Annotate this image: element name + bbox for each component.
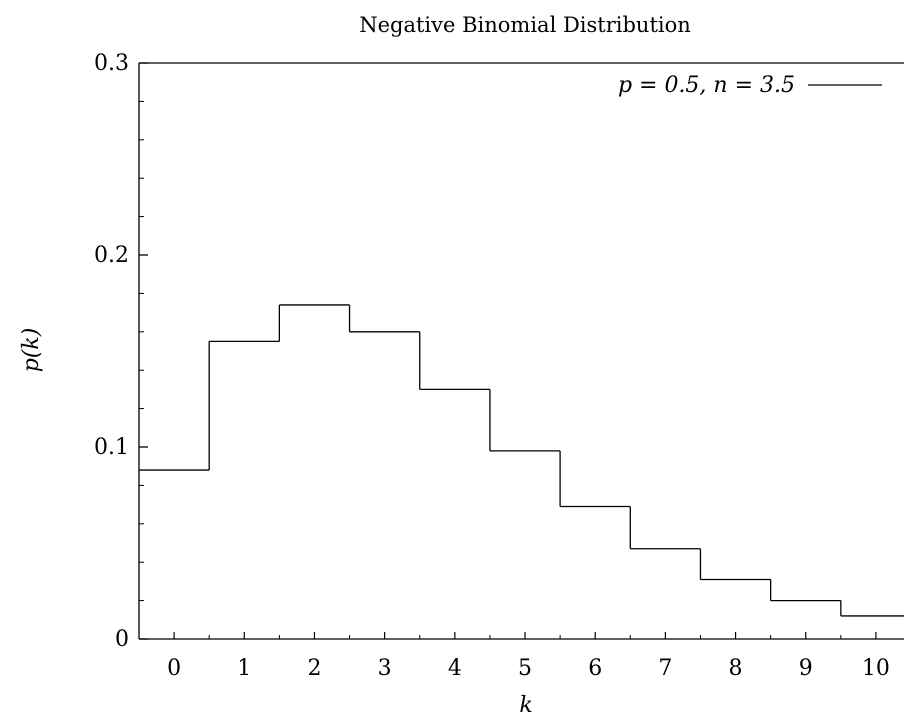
- x-tick-label: 5: [518, 656, 532, 681]
- y-tick-label: 0.1: [94, 435, 129, 460]
- x-axis-label: k: [519, 693, 532, 718]
- y-axis-label-group: p(k): [19, 328, 44, 373]
- y-axis-label: p(k): [19, 328, 44, 373]
- y-axis-ticks: 0 0.1 0.2 0.3: [94, 51, 148, 652]
- y-tick-label: 0.2: [94, 243, 129, 268]
- chart-title: Negative Binomial Distribution: [359, 13, 691, 37]
- legend-entry-label: p = 0.5, n = 3.5: [618, 73, 795, 98]
- x-tick-label: 10: [862, 656, 890, 681]
- x-tick-label: 1: [237, 656, 251, 681]
- x-tick-label: 2: [307, 656, 321, 681]
- x-tick-label: 7: [658, 656, 672, 681]
- legend: p = 0.5, n = 3.5: [618, 73, 882, 98]
- series: [139, 304, 904, 617]
- x-tick-label: 8: [729, 656, 743, 681]
- x-tick-label: 9: [799, 656, 813, 681]
- plot-frame: [138, 62, 904, 640]
- x-tick-label: 0: [167, 656, 181, 681]
- x-tick-label: 3: [378, 656, 392, 681]
- x-tick-label: 4: [448, 656, 462, 681]
- y-tick-label: 0: [115, 627, 129, 652]
- y-tick-label: 0.3: [94, 51, 129, 76]
- x-axis-ticks: 0 1 2 3 4 5 6 7 8 9 10: [167, 632, 890, 681]
- series-layer: [139, 304, 904, 617]
- x-tick-label: 6: [588, 656, 602, 681]
